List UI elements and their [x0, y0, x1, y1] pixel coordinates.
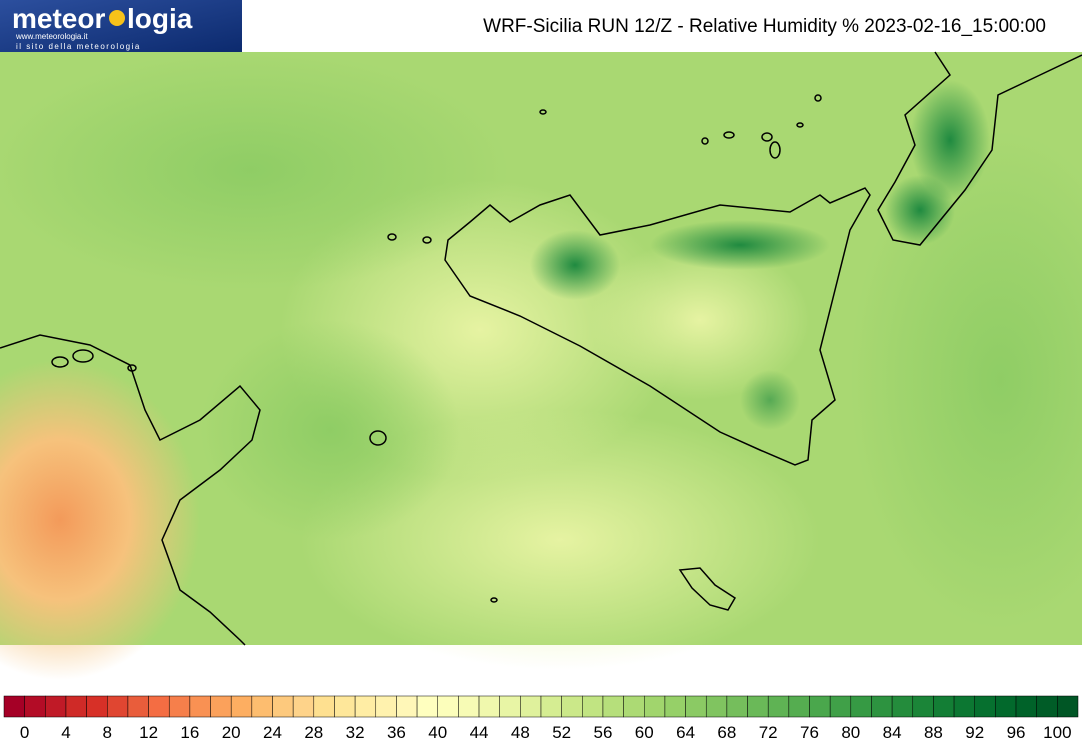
colorbar-box [664, 695, 686, 718]
colorbar-box [107, 695, 129, 718]
colorbar-box [334, 695, 356, 718]
colorbar-box [891, 695, 914, 718]
colorbar-box [809, 695, 831, 718]
colorbar-box [251, 695, 273, 718]
map [0, 50, 1082, 680]
colorbar-tick-label: 16 [180, 723, 199, 739]
colorbar-tick-label: 48 [511, 723, 530, 739]
colorbar-box [850, 695, 872, 718]
colorbar-box [1036, 695, 1058, 718]
colorbar-box [354, 695, 377, 718]
colorbar-box [974, 695, 996, 718]
colorbar-tick-label: 8 [103, 723, 112, 739]
colorbar-tick-label: 28 [304, 723, 323, 739]
colorbar-box [24, 695, 46, 718]
colorbar-tick-label: 36 [387, 723, 406, 739]
colorbar-box [478, 695, 500, 718]
logo-left: meteor [12, 3, 105, 34]
colorbar-box [644, 695, 666, 718]
colorbar-box [582, 695, 604, 718]
colorbar-box [168, 695, 191, 718]
colorbar-box [1057, 695, 1079, 718]
colorbar-tick-label: 76 [800, 723, 819, 739]
colorbar-box [767, 695, 790, 718]
colorbar-box [210, 695, 232, 718]
colorbar-box [230, 695, 253, 718]
colorbar-box [65, 695, 87, 718]
colorbar-tick-label: 44 [470, 723, 489, 739]
logo: meteor logia www.meteorologia.it il sito… [0, 0, 242, 52]
colorbar-box [148, 695, 170, 718]
colorbar-tick-label: 80 [841, 723, 860, 739]
colorbar-tick-label: 0 [20, 723, 29, 739]
colorbar-tick-label: 60 [635, 723, 654, 739]
colorbar-tick-label: 40 [428, 723, 447, 739]
colorbar-box [933, 695, 955, 718]
colorbar-box [561, 695, 583, 718]
colorbar-tick-label: 32 [346, 723, 365, 739]
colorbar-box [86, 695, 108, 718]
colorbar-tick-label: 4 [61, 723, 70, 739]
colorbar-tick-label: 100 [1043, 723, 1071, 739]
colorbar-box [3, 695, 25, 718]
colorbar-box [623, 695, 645, 718]
colorbar-box [520, 695, 542, 718]
colorbar-box [953, 695, 975, 718]
colorbar-box [705, 695, 728, 718]
colorbar-box [437, 695, 459, 718]
colorbar-tick-label: 88 [924, 723, 943, 739]
colorbar-box [396, 695, 418, 718]
colorbar-box [995, 695, 1017, 718]
colorbar-tick-label: 96 [1007, 723, 1026, 739]
colorbar-box [871, 695, 893, 718]
colorbar-box [127, 695, 149, 718]
colorbar-tick-label: 56 [594, 723, 613, 739]
colorbar-tick-label: 20 [222, 723, 241, 739]
colorbar-box [788, 695, 810, 718]
colorbar-box [747, 695, 769, 718]
colorbar-tick-label: 12 [139, 723, 158, 739]
colorbar-box [912, 695, 934, 718]
colorbar-box [189, 695, 211, 718]
colorbar-box [375, 695, 397, 718]
colorbar-box [313, 695, 335, 718]
colorbar-box [499, 695, 521, 718]
logo-url: www.meteorologia.it [15, 32, 88, 41]
logo-tagline: il sito della meteorologia [16, 42, 141, 51]
map-title: WRF-Sicilia RUN 12/Z - Relative Humidity… [483, 16, 1046, 37]
colorbar-box [1015, 695, 1037, 718]
colorbar-box [540, 695, 562, 718]
colorbar-box [685, 695, 707, 718]
colorbar-box [45, 695, 67, 718]
colorbar-box [726, 695, 748, 718]
colorbar-box [416, 695, 438, 718]
colorbar-box [272, 695, 294, 718]
colorbar-box [829, 695, 852, 718]
colorbar-tick-label: 84 [883, 723, 902, 739]
colorbar-tick-label: 64 [676, 723, 695, 739]
colorbar-tick-label: 92 [965, 723, 984, 739]
colorbar-tick-label: 68 [717, 723, 736, 739]
logo-right: logia [127, 3, 193, 34]
colorbar-tick-label: 24 [263, 723, 282, 739]
colorbar-box [458, 695, 480, 718]
colorbar-box [602, 695, 624, 718]
colorbar-tick-label: 72 [759, 723, 778, 739]
colorbar-box [292, 695, 315, 718]
colorbar-tick-label: 52 [552, 723, 571, 739]
